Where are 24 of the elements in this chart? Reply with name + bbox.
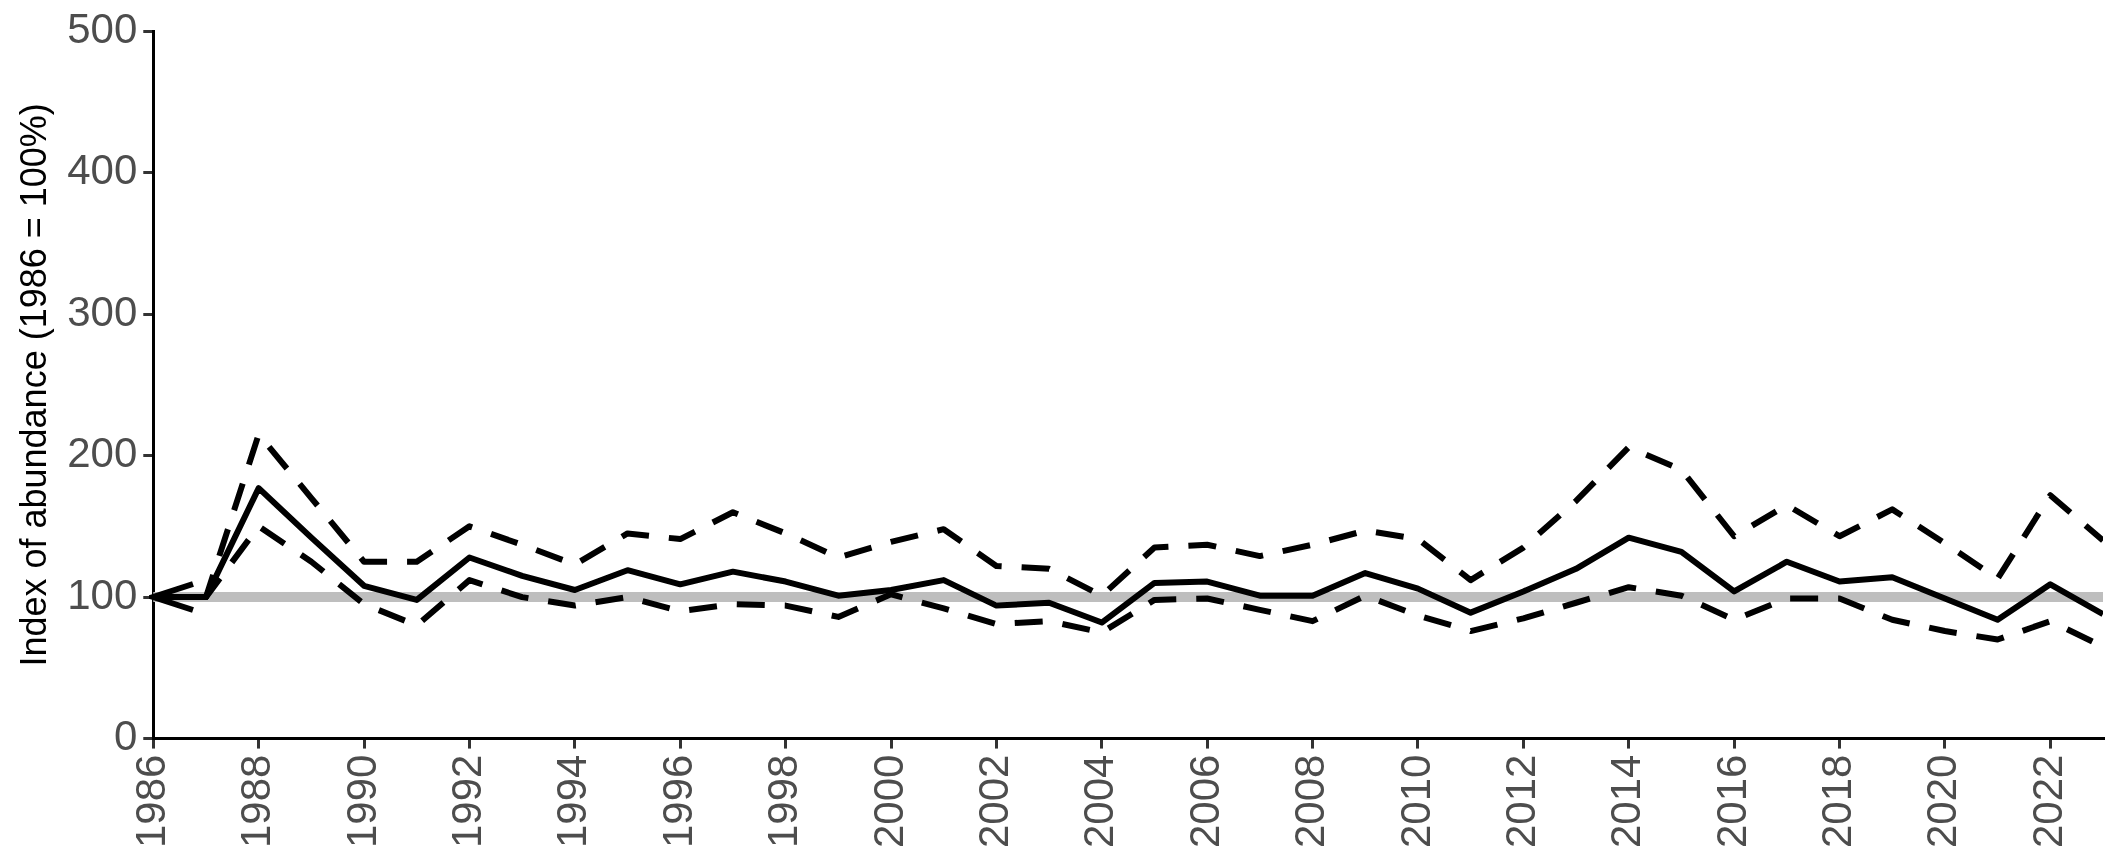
x-tick-label: 2016 (1707, 754, 1755, 848)
x-tick-label: 2010 (1391, 754, 1439, 848)
x-tick-label: 2022 (2023, 754, 2071, 848)
y-tick-label: 200 (67, 429, 138, 477)
x-tick-label: 2004 (1075, 754, 1123, 848)
x-tick-label: 2008 (1286, 754, 1334, 848)
x-tick-label: 2020 (1918, 754, 1966, 848)
x-tick-label: 2006 (1180, 754, 1228, 848)
y-tick-label: 500 (67, 4, 138, 52)
y-tick-label: 300 (67, 287, 138, 335)
x-tick-label: 1994 (548, 754, 596, 848)
x-tick-label: 2018 (1813, 754, 1861, 848)
x-tick-label: 2000 (864, 754, 912, 848)
y-tick-label: 400 (67, 146, 138, 194)
x-tick-label: 2002 (969, 754, 1017, 848)
x-tick-label: 1988 (232, 754, 280, 848)
x-tick-label: 1990 (337, 754, 385, 848)
x-tick-label: 1996 (653, 754, 701, 848)
x-tick-label: 1998 (759, 754, 807, 848)
x-tick-label: 2014 (1602, 754, 1650, 848)
x-tick-label: 1992 (443, 754, 491, 848)
y-axis-title: Index of abundance (1986 = 100%) (12, 103, 54, 667)
y-tick-label: 100 (67, 570, 138, 618)
x-tick-label: 2012 (1496, 754, 1544, 848)
